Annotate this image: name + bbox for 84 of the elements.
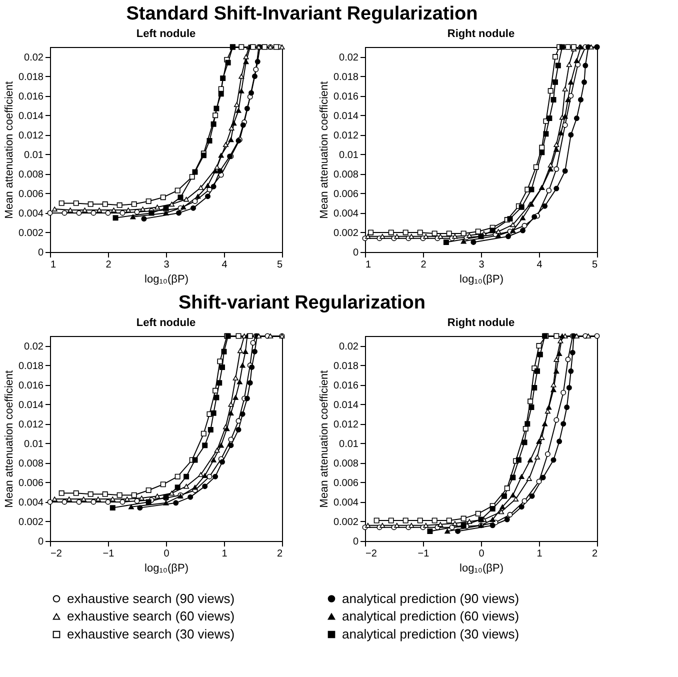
text: Standard Shift-Invariant Regularization	[126, 4, 478, 25]
y-tick-label: 0.012	[18, 130, 44, 142]
y-tick-label: 0.012	[333, 130, 359, 142]
y-tick-label: 0.01	[339, 150, 359, 161]
x-tick-label: 2	[276, 548, 283, 560]
y-tick-label: 0	[38, 248, 44, 258]
text: Shift-variant Regularization	[178, 292, 426, 314]
y-tick-label: 0.02	[24, 341, 44, 352]
x-axis-title: log₁₀(βP)	[460, 562, 504, 574]
y-tick-label: 0.014	[333, 400, 359, 411]
y-tick-label: 0.018	[333, 360, 359, 372]
legend-label: analytical prediction (30 views)	[342, 626, 520, 642]
y-tick-label: 0.01	[24, 438, 44, 450]
y-tick-label: 0.004	[333, 208, 359, 220]
y-tick-label: 0.008	[18, 458, 44, 470]
legend-label: exhaustive search (90 views)	[67, 590, 235, 606]
x-axis-title: log₁₀(βP)	[144, 562, 188, 574]
y-axis-title: Mean attenuation coefficient	[3, 81, 16, 219]
x-tick-label: 5	[276, 260, 283, 270]
y-tick-label: 0.006	[18, 478, 44, 489]
x-tick-label: −1	[102, 548, 115, 560]
x-tick-label: 1	[50, 260, 56, 270]
x-tick-label: 3	[164, 260, 170, 270]
y-tick-label: 0.02	[339, 341, 359, 352]
y-tick-label: 0.016	[333, 91, 359, 102]
x-tick-label: 0	[164, 548, 170, 560]
y-tick-label: 0	[352, 248, 359, 258]
y-tick-label: 0.012	[18, 419, 44, 430]
y-tick-label: 0.002	[333, 228, 359, 239]
y-tick-label: 0.006	[18, 188, 44, 200]
legend-label: analytical prediction (90 views)	[342, 590, 520, 606]
x-tick-label: 3	[478, 260, 485, 270]
y-tick-label: 0	[352, 536, 359, 548]
y-tick-label: 0.018	[333, 72, 359, 83]
x-tick-label: 2	[592, 548, 598, 560]
legend-label: exhaustive search (30 views)	[67, 626, 235, 642]
x-tick-label: 4	[536, 260, 543, 270]
y-tick-label: 0.008	[18, 169, 44, 180]
y-axis-title: Mean attenuation coefficient	[3, 370, 16, 508]
y-tick-label: 0.016	[18, 91, 44, 102]
y-tick-label: 0.002	[18, 228, 44, 239]
x-tick-label: 0	[478, 548, 485, 560]
y-tick-label: 0.004	[18, 497, 44, 508]
y-tick-label: 0.014	[18, 400, 44, 411]
y-tick-label: 0.006	[333, 478, 359, 489]
y-tick-label: 0.01	[339, 438, 359, 450]
y-tick-label: 0.004	[333, 497, 359, 508]
y-tick-label: 0.004	[18, 208, 44, 220]
y-tick-label: 0.006	[333, 188, 359, 200]
x-axis-title: log₁₀(βP)	[460, 274, 504, 286]
y-tick-label: 0.002	[18, 516, 44, 528]
x-tick-label: 5	[592, 260, 598, 270]
x-tick-label: 2	[106, 260, 112, 270]
y-tick-label: 0.008	[333, 169, 359, 180]
y-tick-label: 0.02	[339, 52, 359, 64]
y-tick-label: 0.02	[24, 52, 44, 64]
x-axis-title: log₁₀(βP)	[144, 274, 188, 286]
x-tick-label: 2	[420, 260, 427, 270]
y-tick-label: 0.018	[18, 72, 44, 83]
y-tick-label: 0.002	[333, 516, 359, 528]
y-axis-title: Mean attenuation coefficient	[318, 370, 330, 508]
y-tick-label: 0.014	[333, 110, 359, 122]
chart-title: Left nodule	[136, 28, 196, 40]
chart-title: Right nodule	[447, 28, 515, 40]
y-tick-label: 0.008	[333, 458, 359, 470]
y-tick-label: 0	[38, 536, 44, 548]
x-tick-label: −2	[366, 548, 378, 560]
x-tick-label: 1	[536, 548, 543, 560]
y-tick-label: 0.01	[24, 150, 44, 161]
x-tick-label: 1	[366, 260, 372, 270]
y-tick-label: 0.018	[18, 360, 44, 372]
y-tick-label: 0.012	[333, 419, 359, 430]
chart-title: Left nodule	[136, 317, 196, 330]
x-tick-label: 1	[222, 548, 228, 560]
legend-label: analytical prediction (60 views)	[342, 608, 520, 624]
x-tick-label: −1	[418, 548, 430, 560]
y-tick-label: 0.016	[333, 380, 359, 392]
x-tick-label: −2	[50, 548, 62, 560]
y-tick-label: 0.014	[18, 110, 44, 122]
x-tick-label: 4	[222, 260, 228, 270]
y-axis-title: Mean attenuation coefficient	[318, 81, 330, 219]
legend-label: exhaustive search (60 views)	[67, 608, 235, 624]
chart-title: Right nodule	[447, 317, 515, 330]
y-tick-label: 0.016	[18, 380, 44, 392]
